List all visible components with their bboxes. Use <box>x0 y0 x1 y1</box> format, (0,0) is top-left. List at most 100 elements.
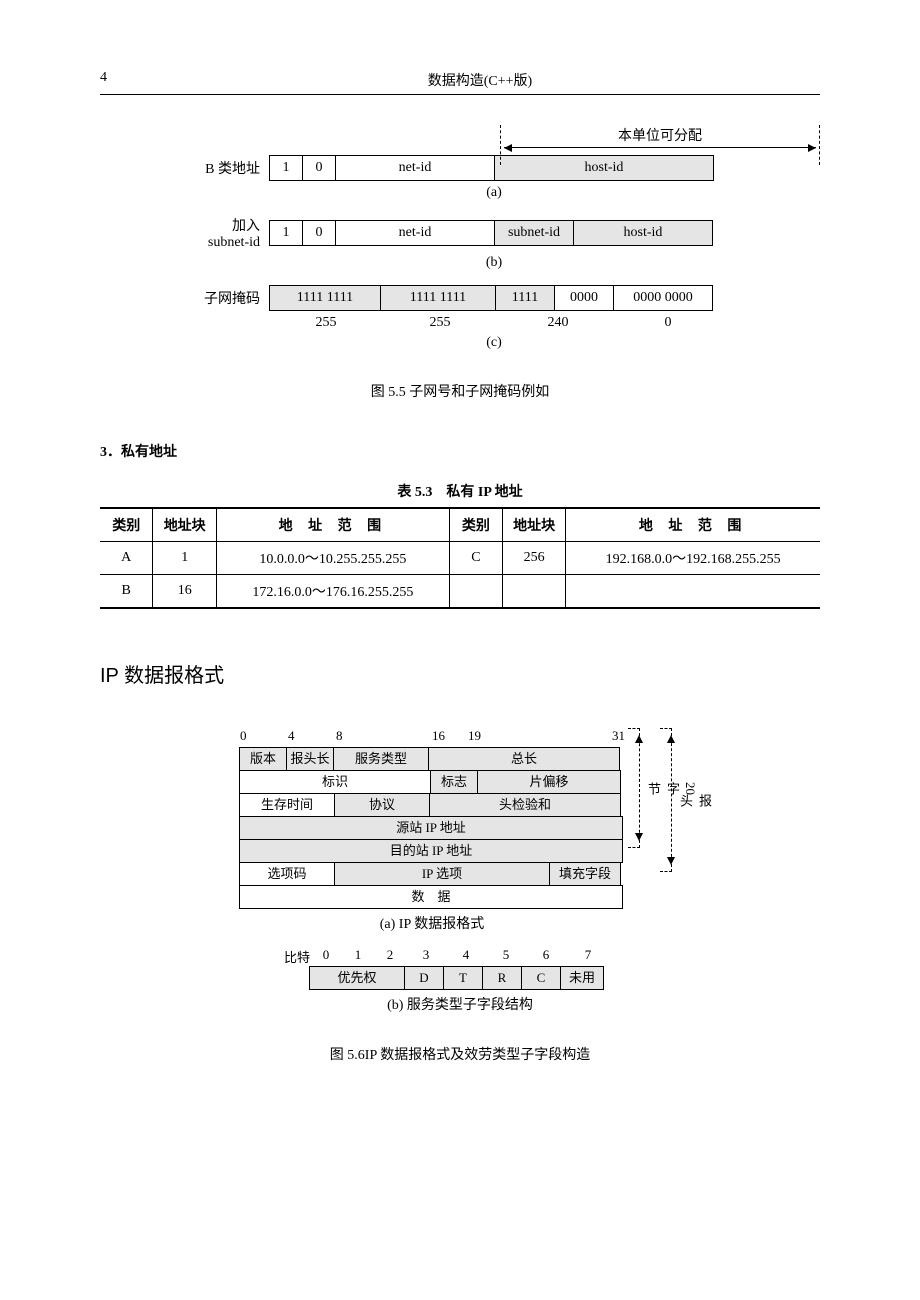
fig56-sub-a: (a) IP 数据报格式 <box>240 913 624 933</box>
cell: 1 <box>269 220 303 246</box>
page-title: 数据构造(C++版) <box>140 70 820 90</box>
table-5-3: 类别地址块地 址 范 围类别地址块地 址 范 围 A110.0.0.0～10.2… <box>100 507 820 609</box>
fig55-arrow: 本单位可分配 <box>190 125 820 155</box>
ip-field: 服务类型 <box>333 747 429 771</box>
table-cell: A <box>100 542 153 575</box>
table-cell: 192.168.0.0～192.168.255.255 <box>566 542 820 575</box>
bit-label: 0 <box>240 728 247 744</box>
row-b-label: 加入 subnet-id <box>190 215 270 251</box>
figure-5-5: 本单位可分配 B 类地址 10net-idhost-id (a) 加入 subn… <box>100 125 820 401</box>
cell: host-id <box>573 220 713 246</box>
ip-field: 片偏移 <box>477 770 621 794</box>
row-c-label: 子网掩码 <box>190 288 270 308</box>
tos-field: R <box>482 966 522 990</box>
bit-label: 16 <box>432 728 445 744</box>
table-cell: 256 <box>502 542 566 575</box>
section-3-title: 3．私有地址 <box>100 441 820 461</box>
table-header: 地 址 范 围 <box>216 508 449 542</box>
sub-b: (b) <box>270 255 718 271</box>
ip-field: 源站 IP 地址 <box>239 816 623 840</box>
table-header: 地址块 <box>153 508 217 542</box>
ip-field: 标识 <box>239 770 431 794</box>
ip-field: 版本 <box>239 747 287 771</box>
table-header: 类别 <box>100 508 153 542</box>
ip-field: IP 选项 <box>334 862 550 886</box>
tos-field: C <box>521 966 561 990</box>
ip-row: 数 据 <box>240 886 700 909</box>
table-cell: C <box>449 542 502 575</box>
tos-bit-label: 1 <box>342 947 374 966</box>
fig55-row-a: B 类地址 10net-idhost-id <box>190 155 820 181</box>
ip-field: 标志 <box>430 770 478 794</box>
cell: net-id <box>335 155 495 181</box>
ip-field: 选项码 <box>239 862 335 886</box>
page-number: 4 <box>100 70 140 90</box>
ip-field: 报头长 <box>286 747 334 771</box>
tos-field: D <box>404 966 444 990</box>
table-cell: 1 <box>153 542 217 575</box>
ip-row: 选项码IP 选项填充字段 <box>240 863 700 886</box>
ip-field: 数 据 <box>239 885 623 909</box>
cell: host-id <box>494 155 714 181</box>
ip-field: 总长 <box>428 747 620 771</box>
mask-value: 255 <box>382 315 498 331</box>
tos-field: 未用 <box>560 966 604 990</box>
cell: 1111 1111 <box>380 285 496 311</box>
tos-diagram: 比特01234567 优先权DTRC未用 (b) 服务类型子字段结构 <box>270 947 820 1014</box>
cell: 1111 <box>495 285 555 311</box>
tos-bit-label: 5 <box>486 947 526 966</box>
sub-c: (c) <box>270 335 718 351</box>
fig55-caption: 图 5.5 子网号和子网掩码例如 <box>100 381 820 401</box>
fig56-sub-b: (b) 服务类型子字段结构 <box>310 994 610 1014</box>
mask-numbers: 2552552400 <box>270 315 820 331</box>
mask-value: 240 <box>498 315 618 331</box>
cell: 1 <box>269 155 303 181</box>
tos-prefix: 比特 <box>270 947 310 966</box>
cell: 0 <box>302 155 336 181</box>
brace-header: 报 头 <box>660 728 714 872</box>
tos-bit-label: 6 <box>526 947 566 966</box>
figure-5-6: 048161931 版本报头长服务类型总长标识标志片偏移生存时间协议头检验和源站… <box>240 728 700 933</box>
tos-bit-label: 2 <box>374 947 406 966</box>
tos-field: T <box>443 966 483 990</box>
table-header: 地址块 <box>502 508 566 542</box>
page: 4 数据构造(C++版) 本单位可分配 B 类地址 10net-idhost-i… <box>0 0 920 1144</box>
tos-bit-label: 7 <box>566 947 610 966</box>
table-5-3-title: 表 5.3 私有 IP 地址 <box>100 481 820 501</box>
row-a-label: B 类地址 <box>190 158 270 178</box>
tos-bit-label: 4 <box>446 947 486 966</box>
bit-label: 19 <box>468 728 481 744</box>
tos-field: 优先权 <box>309 966 405 990</box>
fig55-row-b: 加入 subnet-id 10net-idsubnet-idhost-id <box>190 215 820 251</box>
table-cell: B <box>100 575 153 609</box>
table-cell <box>502 575 566 609</box>
ip-field: 生存时间 <box>239 793 335 817</box>
brace2-label: 报 头 <box>672 794 714 807</box>
table-cell <box>449 575 502 609</box>
ip-field: 目的站 IP 地址 <box>239 839 623 863</box>
table-cell: 16 <box>153 575 217 609</box>
fig55-row-c: 子网掩码 1111 11111111 1111111100000000 0000 <box>190 285 820 311</box>
mask-value: 255 <box>270 315 382 331</box>
cell: 0000 0000 <box>613 285 713 311</box>
sub-a: (a) <box>270 185 718 201</box>
table-row: B16172.16.0.0～176.16.255.255 <box>100 575 820 609</box>
tos-bit-label: 0 <box>310 947 342 966</box>
bit-label: 4 <box>288 728 295 744</box>
cell: 0 <box>302 220 336 246</box>
cell: subnet-id <box>494 220 574 246</box>
ip-field: 填充字段 <box>549 862 621 886</box>
ip-field: 协议 <box>334 793 430 817</box>
cell: 0000 <box>554 285 614 311</box>
table-cell: 10.0.0.0～10.255.255.255 <box>216 542 449 575</box>
table-header: 地 址 范 围 <box>566 508 820 542</box>
table-header: 类别 <box>449 508 502 542</box>
table-cell: 172.16.0.0～176.16.255.255 <box>216 575 449 609</box>
ip-field: 头检验和 <box>429 793 621 817</box>
table-row: A110.0.0.0～10.255.255.255C256192.168.0.0… <box>100 542 820 575</box>
cell: net-id <box>335 220 495 246</box>
bit-label: 31 <box>612 728 625 744</box>
page-header: 4 数据构造(C++版) <box>100 70 820 95</box>
mask-value: 0 <box>618 315 718 331</box>
arrow-label: 本单位可分配 <box>614 129 706 144</box>
